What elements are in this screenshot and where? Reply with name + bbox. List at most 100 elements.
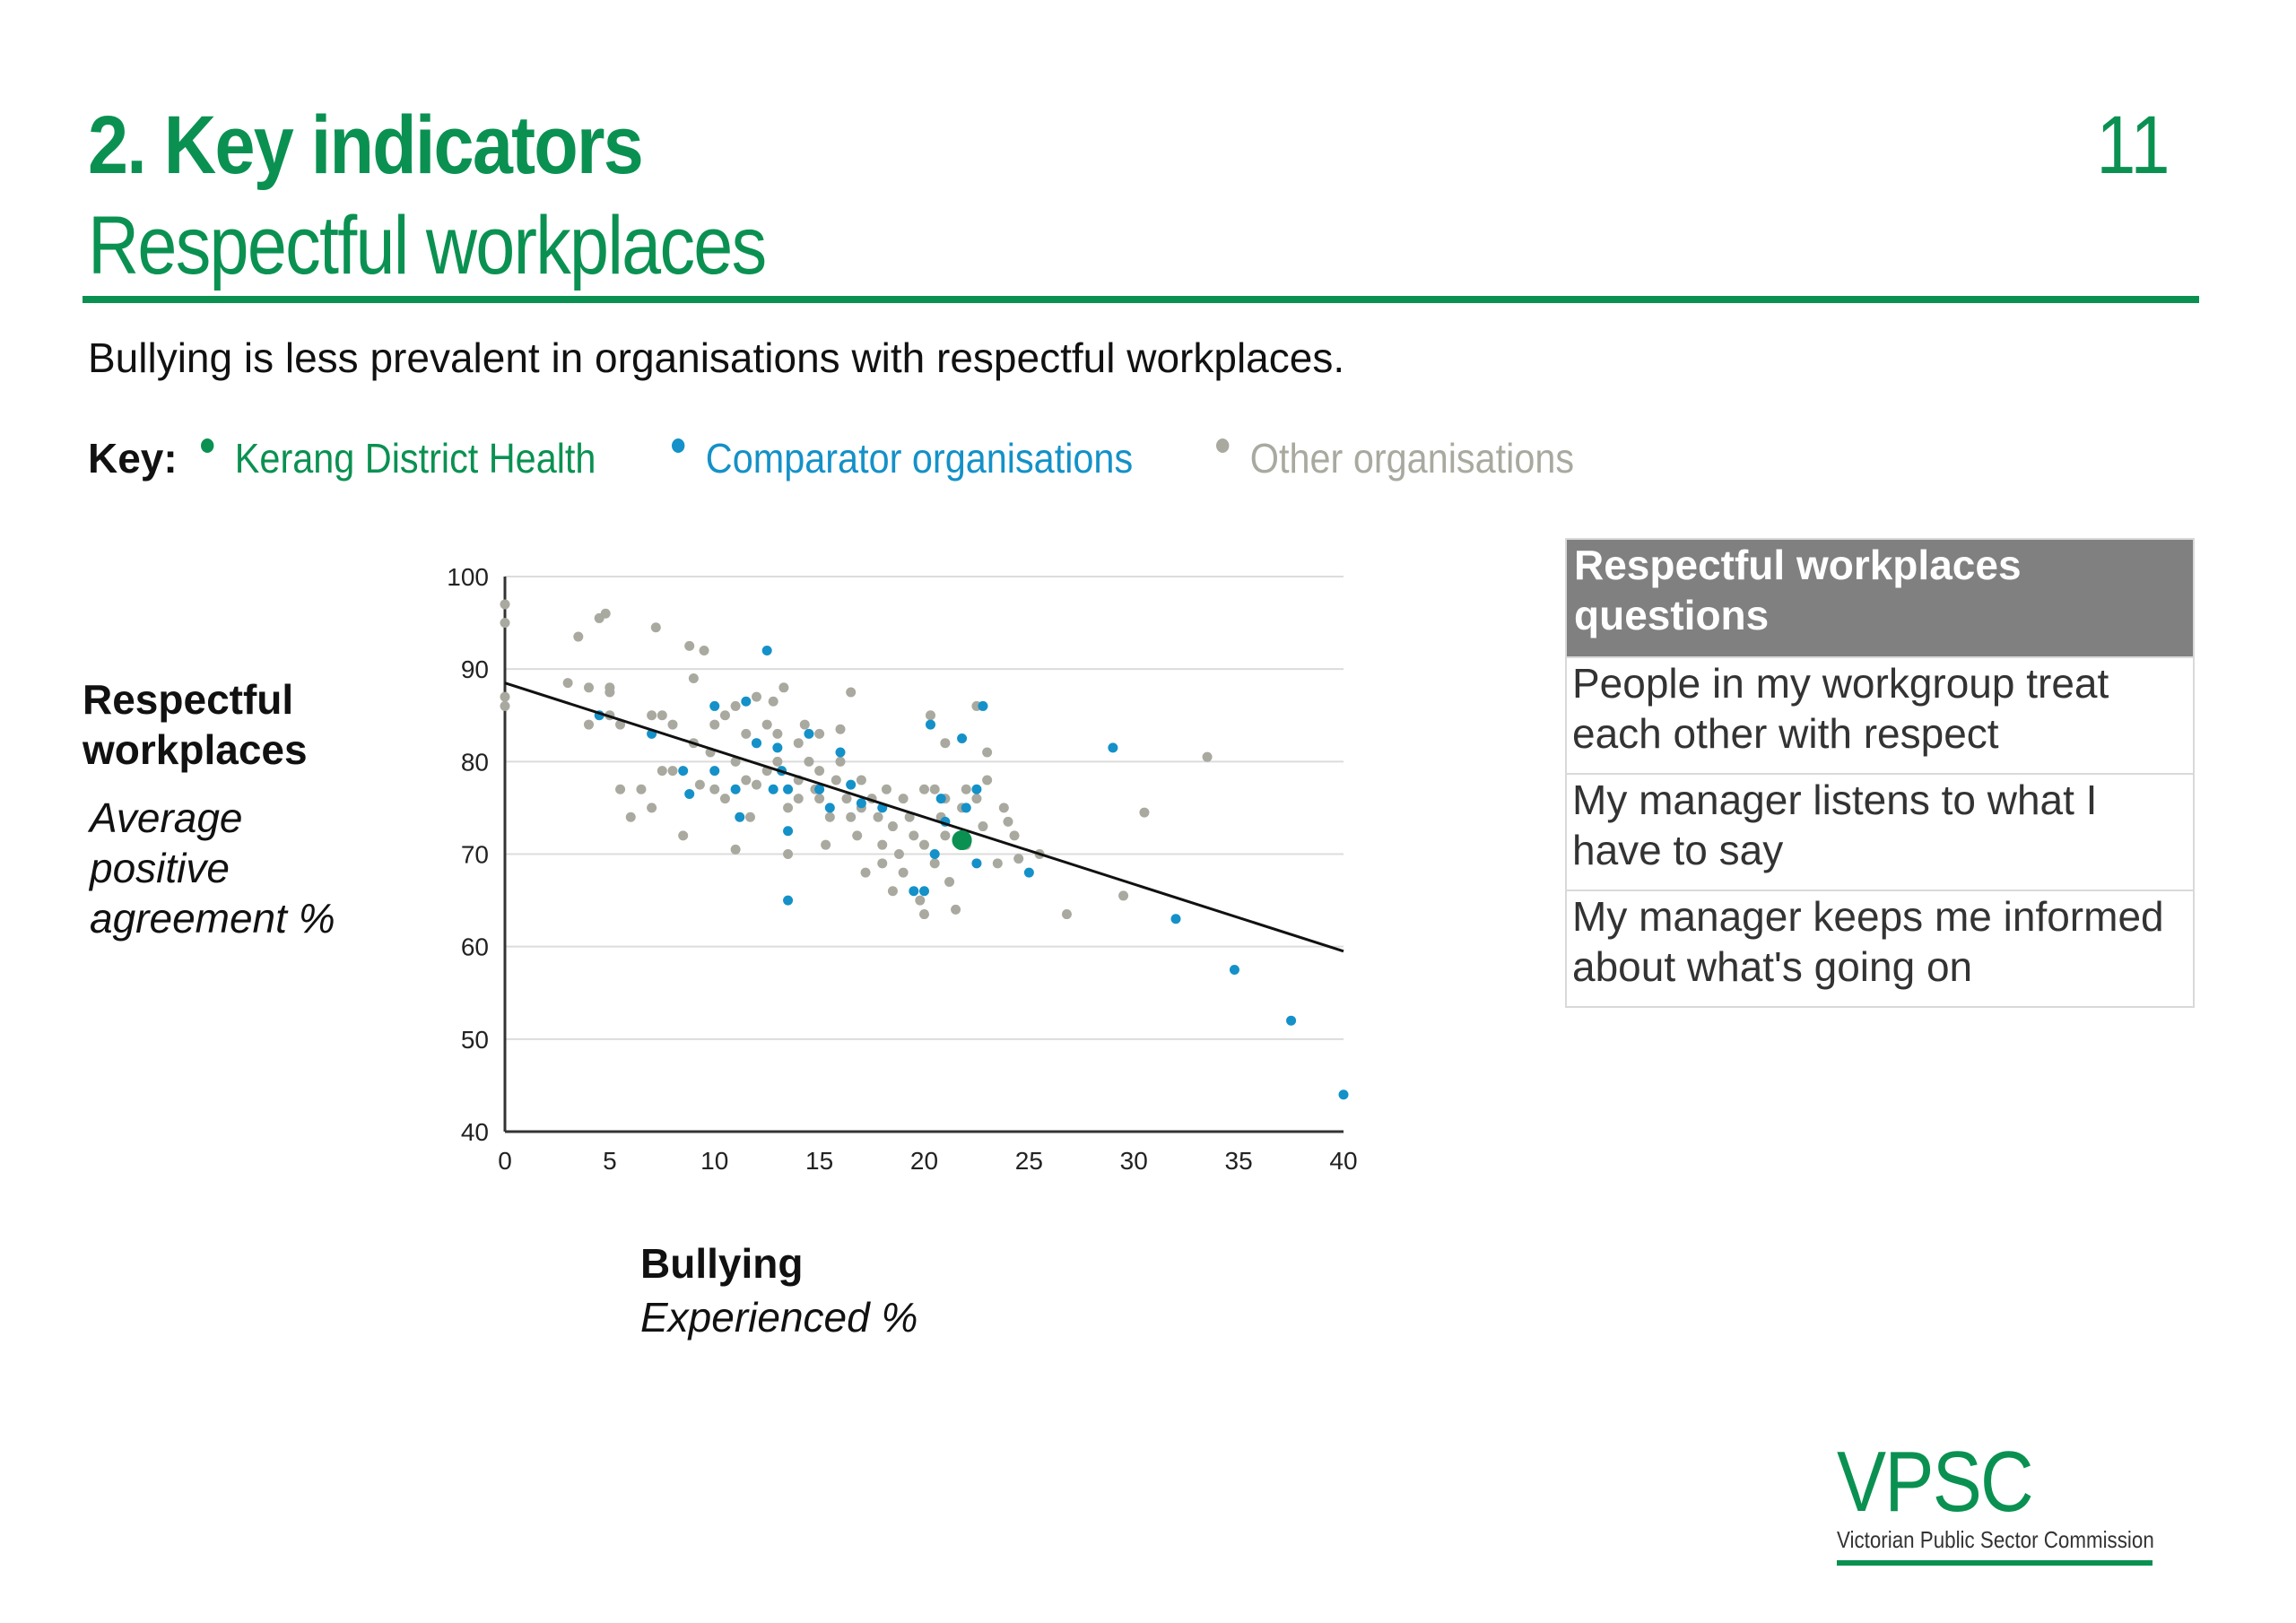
- y-tick-label: 80: [461, 748, 489, 776]
- x-tick-label: 25: [1015, 1147, 1043, 1175]
- y-tick-label: 90: [461, 655, 489, 683]
- data-point-other: [835, 724, 846, 734]
- x-axis-title: Bullying: [640, 1240, 804, 1287]
- data-point-other: [982, 775, 993, 785]
- data-point-other: [793, 794, 804, 804]
- data-point-other: [860, 867, 871, 878]
- data-point-comparator: [961, 803, 971, 813]
- data-point-comparator: [804, 728, 814, 739]
- data-point-other: [835, 756, 846, 767]
- x-tick-label: 0: [498, 1147, 512, 1175]
- data-point-other: [978, 821, 988, 832]
- data-point-other: [730, 756, 741, 767]
- x-tick-label: 20: [910, 1147, 938, 1175]
- legend-text-comparator: Comparator organisations: [705, 435, 1134, 482]
- data-point-other: [719, 710, 730, 721]
- data-point-comparator: [919, 886, 929, 897]
- data-point-other: [562, 678, 573, 689]
- data-point-other: [768, 696, 778, 707]
- data-point-comparator: [835, 747, 846, 758]
- x-tick-label: 15: [805, 1147, 833, 1175]
- question-row: My manager keeps me informed about what'…: [1567, 890, 2193, 1006]
- data-point-other: [814, 794, 825, 804]
- data-point-comparator: [678, 766, 689, 777]
- y-tick-label: 100: [447, 563, 489, 591]
- x-tick-label: 10: [700, 1147, 728, 1175]
- data-point-other: [919, 784, 929, 794]
- data-point-comparator: [978, 700, 988, 711]
- data-point-comparator: [846, 779, 857, 790]
- data-point-other: [881, 784, 891, 794]
- data-point-other: [904, 812, 915, 822]
- data-point-comparator: [761, 646, 772, 656]
- data-point-other: [909, 830, 919, 841]
- data-point-other: [719, 794, 730, 804]
- data-point-other: [846, 812, 857, 822]
- data-point-other: [852, 830, 863, 841]
- trendline: [504, 681, 1344, 953]
- data-point-other: [1139, 807, 1150, 818]
- data-point-comparator: [909, 886, 919, 897]
- x-tick-label: 30: [1120, 1147, 1148, 1175]
- data-point-other: [667, 766, 678, 777]
- page-subtitle: Respectful workplaces: [88, 200, 767, 291]
- data-point-comparator: [772, 742, 783, 753]
- y-axis-title: Respectful workplaces: [83, 674, 352, 775]
- data-point-other: [761, 719, 772, 730]
- data-point-other: [709, 719, 720, 730]
- data-point-comparator: [935, 794, 946, 804]
- data-point-other: [982, 747, 993, 758]
- data-point-other: [772, 756, 783, 767]
- data-point-other: [929, 858, 940, 869]
- data-point-other: [741, 728, 752, 739]
- legend-item-comparator: Comparator organisations: [672, 434, 1133, 482]
- data-point-other: [919, 909, 929, 920]
- legend-text-kerang: Kerang District Health: [234, 435, 596, 482]
- x-tick-label: 35: [1225, 1147, 1253, 1175]
- data-point-other: [657, 766, 667, 777]
- y-tick-label: 60: [461, 933, 489, 961]
- data-point-other: [778, 682, 789, 693]
- data-point-comparator: [752, 738, 761, 749]
- vpsc-logo-subtitle: Victorian Public Sector Commission: [1837, 1526, 2154, 1553]
- data-point-comparator: [768, 784, 778, 794]
- data-point-other: [831, 775, 841, 785]
- data-point-comparator: [814, 784, 825, 794]
- data-point-other: [500, 618, 510, 629]
- vpsc-logo: VPSC: [1837, 1434, 2034, 1530]
- data-point-other: [647, 803, 657, 813]
- x-tick-label: 40: [1329, 1147, 1357, 1175]
- data-point-comparator: [1170, 914, 1181, 924]
- data-point-other: [1013, 854, 1024, 864]
- data-point-other: [500, 691, 510, 702]
- data-point-other: [821, 839, 831, 850]
- data-point-comparator: [783, 826, 794, 837]
- data-point-other: [1009, 830, 1020, 841]
- data-point-comparator: [783, 895, 794, 906]
- data-point-comparator: [1229, 964, 1239, 975]
- data-point-comparator: [735, 812, 745, 822]
- data-point-other: [625, 812, 636, 822]
- data-point-comparator: [971, 858, 982, 869]
- data-point-other: [500, 700, 510, 711]
- data-point-other: [951, 904, 961, 915]
- lead-text: Bullying is less prevalent in organisati…: [88, 334, 1345, 381]
- data-point-other: [730, 700, 741, 711]
- legend-label: Key:: [88, 435, 178, 482]
- vpsc-logo-underline: [1837, 1560, 2152, 1566]
- data-point-other: [971, 794, 982, 804]
- data-point-other: [915, 895, 926, 906]
- data-point-comparator: [1108, 742, 1118, 753]
- data-point-other: [940, 738, 951, 749]
- data-point-other: [1003, 816, 1013, 827]
- data-point-other: [604, 687, 615, 698]
- data-point-other: [824, 812, 835, 822]
- data-point-other: [636, 784, 647, 794]
- data-point-other: [584, 682, 594, 693]
- legend-item-other: Other organisations: [1216, 434, 1575, 482]
- data-point-comparator: [926, 719, 936, 730]
- data-point-other: [667, 719, 678, 730]
- data-point-other: [992, 858, 1003, 869]
- y-axis-subtitle-text: Average positive agreement %: [90, 794, 335, 942]
- data-point-comparator: [709, 700, 720, 711]
